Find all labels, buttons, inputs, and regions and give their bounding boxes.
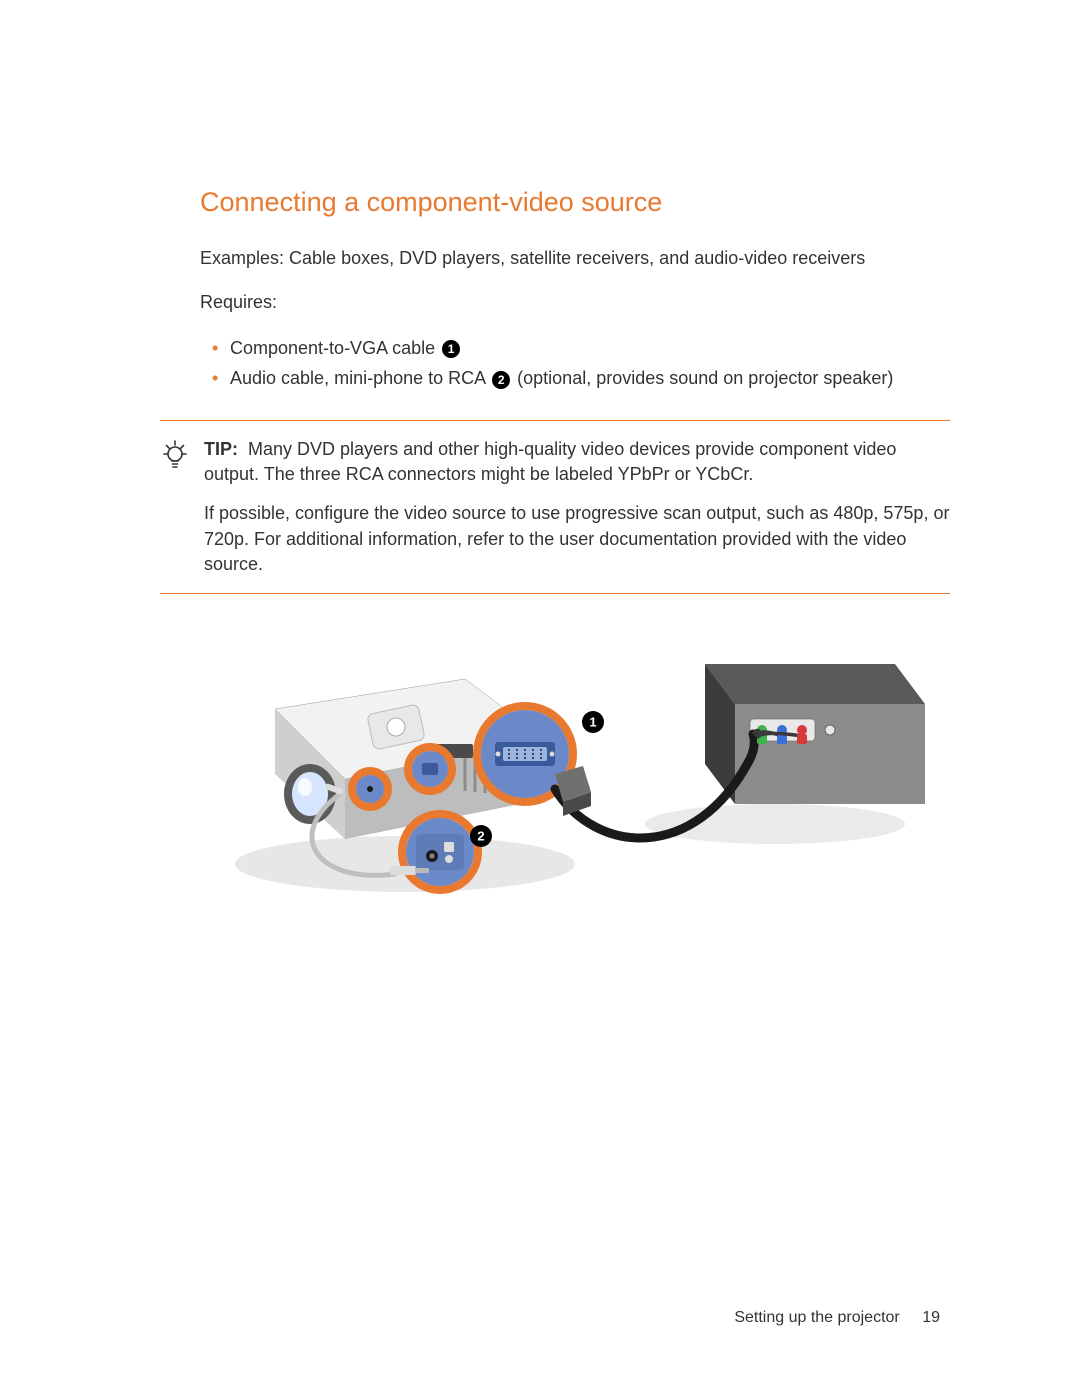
- requires-list: Component-to-VGA cable 1 Audio cable, mi…: [200, 333, 950, 394]
- tip-p2: If possible, configure the video source …: [204, 501, 950, 577]
- list-item: Component-to-VGA cable 1: [200, 333, 950, 364]
- page-footer: Setting up the projector 19: [734, 1309, 940, 1327]
- tip-text: TIP: Many DVD players and other high-qua…: [204, 437, 950, 577]
- svg-text:2: 2: [477, 828, 484, 843]
- intro-text: Examples: Cable boxes, DVD players, sate…: [200, 246, 950, 271]
- req-text-post: (optional, provides sound on projector s…: [512, 368, 893, 388]
- tip-block: TIP: Many DVD players and other high-qua…: [160, 420, 950, 594]
- footer-page-number: 19: [922, 1309, 940, 1326]
- requires-label: Requires:: [200, 290, 950, 315]
- connection-diagram: 12: [200, 634, 950, 934]
- section-heading: Connecting a component-video source: [200, 187, 950, 218]
- callout-number-icon: 2: [492, 371, 510, 389]
- list-item: Audio cable, mini-phone to RCA 2 (option…: [200, 363, 950, 394]
- lightbulb-icon: [160, 437, 190, 577]
- tip-p1: Many DVD players and other high-quality …: [204, 439, 896, 484]
- footer-section: Setting up the projector: [734, 1309, 899, 1326]
- req-text-pre: Component-to-VGA cable: [230, 338, 440, 358]
- req-text-pre: Audio cable, mini-phone to RCA: [230, 368, 490, 388]
- callout-number-icon: 1: [442, 340, 460, 358]
- tip-label: TIP:: [204, 439, 238, 459]
- svg-text:1: 1: [589, 714, 596, 729]
